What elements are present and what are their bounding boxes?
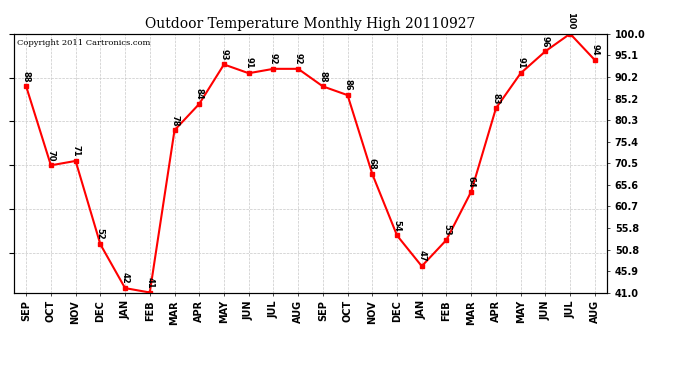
Text: 54: 54 [393,220,402,231]
Text: 88: 88 [318,71,327,82]
Text: 78: 78 [170,115,179,126]
Text: 96: 96 [541,36,550,47]
Text: 92: 92 [269,53,278,64]
Text: 100: 100 [566,12,575,30]
Text: 64: 64 [466,176,475,188]
Text: 91: 91 [244,57,253,69]
Text: 70: 70 [46,150,55,161]
Text: 42: 42 [121,272,130,284]
Text: 52: 52 [96,228,105,240]
Text: 83: 83 [491,93,500,104]
Text: 92: 92 [294,53,303,64]
Text: 84: 84 [195,88,204,100]
Text: 94: 94 [591,44,600,56]
Title: Outdoor Temperature Monthly High 20110927: Outdoor Temperature Monthly High 2011092… [146,17,475,31]
Text: 47: 47 [417,251,426,262]
Text: 53: 53 [442,224,451,236]
Text: 88: 88 [21,71,30,82]
Text: 86: 86 [343,80,352,91]
Text: 91: 91 [516,57,525,69]
Text: 93: 93 [219,49,228,60]
Text: 41: 41 [146,277,155,288]
Text: 71: 71 [71,145,80,157]
Text: Copyright 2011 Cartronics.com: Copyright 2011 Cartronics.com [17,39,150,47]
Text: 68: 68 [368,158,377,170]
